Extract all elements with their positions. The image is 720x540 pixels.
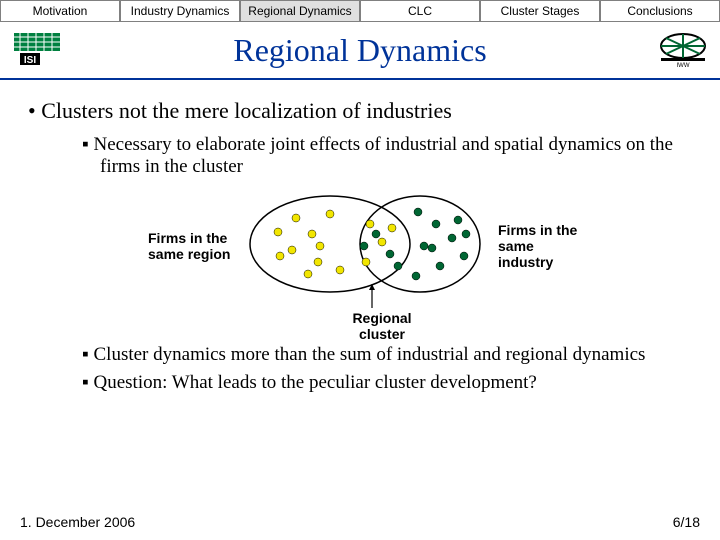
bullet-l1-1: Clusters not the mere localization of in… (44, 98, 700, 124)
bullet-l2-2: Cluster dynamics more than the sum of in… (100, 344, 700, 366)
nav-tab-motivation[interactable]: Motivation (0, 0, 120, 22)
venn-label-right: Firms in thesameindustry (498, 222, 598, 270)
nav-tab-regional-dynamics[interactable]: Regional Dynamics (240, 0, 360, 22)
logo-iww: IWW (658, 32, 708, 68)
isi-text: ISI (24, 55, 36, 66)
footer: 1. December 2006 6/18 (0, 514, 720, 530)
venn-label-left: Firms in thesame region (148, 230, 248, 262)
nav-tab-clc[interactable]: CLC (360, 0, 480, 22)
nav-tab-cluster-stages[interactable]: Cluster Stages (480, 0, 600, 22)
title-row: ISI Regional Dynamics IWW (0, 22, 720, 78)
footer-date: 1. December 2006 (20, 514, 135, 530)
bullet-l2-1: Necessary to elaborate joint effects of … (100, 134, 700, 178)
nav-bar: MotivationIndustry DynamicsRegional Dyna… (0, 0, 720, 22)
bullet-l2-3: Question: What leads to the peculiar clu… (100, 372, 700, 394)
footer-page: 6/18 (673, 514, 700, 530)
venn-label-bottom: Regionalcluster (332, 310, 432, 342)
svg-text:IWW: IWW (677, 63, 690, 67)
logo-isi: ISI (12, 32, 62, 68)
nav-tab-conclusions[interactable]: Conclusions (600, 0, 720, 22)
nav-tab-industry-dynamics[interactable]: Industry Dynamics (120, 0, 240, 22)
venn-diagram: Firms in thesame region Firms in thesame… (20, 184, 700, 344)
page-title: Regional Dynamics (62, 32, 658, 69)
slide-body: Clusters not the mere localization of in… (0, 80, 720, 394)
